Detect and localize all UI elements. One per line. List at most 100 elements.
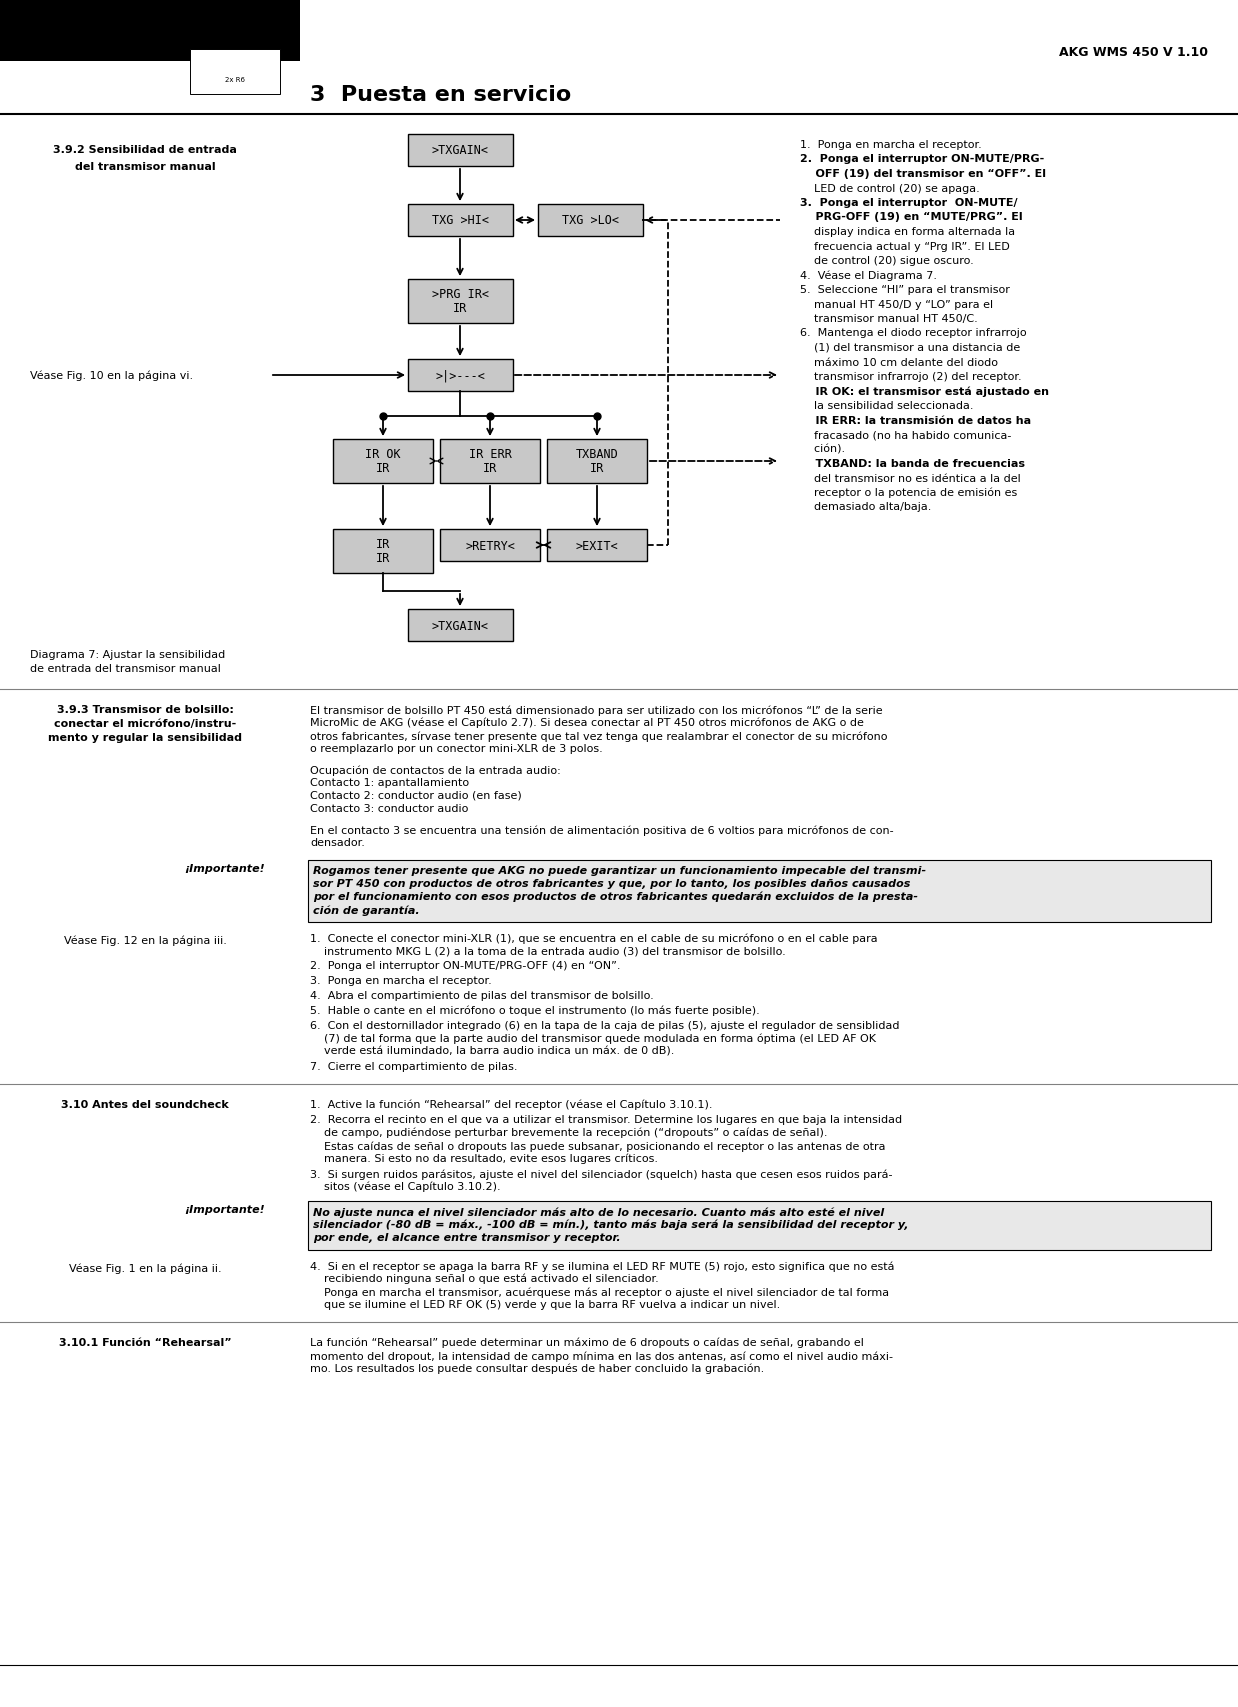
Text: IR: IR [483,463,498,475]
Text: demasiado alta/baja.: demasiado alta/baja. [800,502,931,512]
Text: del transmisor manual: del transmisor manual [74,162,215,172]
Text: 3.  Ponga en marcha el receptor.: 3. Ponga en marcha el receptor. [310,975,491,985]
Text: 3.10.1 Función “Rehearsal”: 3.10.1 Función “Rehearsal” [58,1337,232,1347]
Bar [308,860,1211,922]
Text: o reemplazarlo por un conector mini-XLR de 3 polos.: o reemplazarlo por un conector mini-XLR … [310,744,603,753]
Text: 6.  Con el destornillador integrado (6) en la tapa de la caja de pilas (5), ajus: 6. Con el destornillador integrado (6) e… [310,1021,900,1031]
Text: de control (20) sigue oscuro.: de control (20) sigue oscuro. [800,256,974,266]
Text: Contacto 2: conductor audio (en fase): Contacto 2: conductor audio (en fase) [310,790,521,801]
Bar [308,1202,1211,1250]
Bar [409,280,513,324]
Text: Véase Fig. 1 en la página ii.: Véase Fig. 1 en la página ii. [68,1261,222,1273]
Text: 6.  Mantenga el diodo receptor infrarrojo: 6. Mantenga el diodo receptor infrarrojo [800,328,1026,338]
Text: IR OK: el transmisor está ajustado en: IR OK: el transmisor está ajustado en [800,386,1049,396]
Text: ción).: ción). [800,444,846,454]
Text: OFF (19) del transmisor en “OFF”. El: OFF (19) del transmisor en “OFF”. El [800,169,1046,179]
Text: del transmisor no es idéntica a la del: del transmisor no es idéntica a la del [800,473,1021,483]
Text: 5.  Hable o cante en el micrófono o toque el instrumento (lo más fuerte posible): 5. Hable o cante en el micrófono o toque… [310,1005,760,1016]
Text: Rogamos tener presente que AKG no puede garantizar un funcionamiento impecable d: Rogamos tener presente que AKG no puede … [313,865,926,876]
Text: receptor o la potencia de emisión es: receptor o la potencia de emisión es [800,488,1018,498]
Text: 1.  Active la función “Rehearsal” del receptor (véase el Capítulo 3.10.1).: 1. Active la función “Rehearsal” del rec… [310,1099,713,1110]
Text: por el funcionamiento con esos productos de otros fabricantes quedarán excluidos: por el funcionamiento con esos productos… [313,891,919,901]
Text: IR OK: IR OK [365,449,401,461]
Text: Contacto 3: conductor audio: Contacto 3: conductor audio [310,804,468,814]
Text: que se ilumine el LED RF OK (5) verde y que la barra RF vuelva a indicar un nive: que se ilumine el LED RF OK (5) verde y … [310,1299,780,1309]
Text: MicroMic de AKG (véase el Capítulo 2.7). Si desea conectar al PT 450 otros micró: MicroMic de AKG (véase el Capítulo 2.7).… [310,717,864,729]
Bar [539,205,643,237]
Text: Contacto 1: apantallamiento: Contacto 1: apantallamiento [310,778,469,787]
Text: verde está ilumindado, la barra audio indica un máx. de 0 dB).: verde está ilumindado, la barra audio in… [310,1046,675,1057]
Text: Ponga en marcha el transmisor, acuérquese más al receptor o ajuste el nivel sile: Ponga en marcha el transmisor, acuérques… [310,1287,889,1297]
Text: transmisor manual HT 450/C.: transmisor manual HT 450/C. [800,314,978,324]
Text: 2.  Ponga el interruptor ON-MUTE/PRG-: 2. Ponga el interruptor ON-MUTE/PRG- [800,154,1044,164]
Text: No ajuste nunca el nivel silenciador más alto de lo necesario. Cuanto más alto e: No ajuste nunca el nivel silenciador más… [313,1207,884,1217]
Text: 74: 74 [30,46,47,60]
Text: >TXGAIN<: >TXGAIN< [432,145,489,157]
Text: 3.10 Antes del soundcheck: 3.10 Antes del soundcheck [61,1099,229,1110]
Text: El transmisor de bolsillo PT 450 está dimensionado para ser utilizado con los mi: El transmisor de bolsillo PT 450 está di… [310,705,883,715]
Text: display indica en forma alternada la: display indica en forma alternada la [800,227,1015,237]
Text: >RETRY<: >RETRY< [465,539,515,551]
Bar [547,440,647,483]
Text: >TXGAIN<: >TXGAIN< [432,620,489,632]
Text: Ocupación de contactos de la entrada audio:: Ocupación de contactos de la entrada aud… [310,765,561,775]
Bar [333,529,433,574]
Text: la sensibilidad seleccionada.: la sensibilidad seleccionada. [800,401,973,411]
Text: En el contacto 3 se encuentra una tensión de alimentación positiva de 6 voltios : En el contacto 3 se encuentra una tensió… [310,824,894,835]
Text: IR: IR [589,463,604,475]
Text: conectar el micrófono/instru-: conectar el micrófono/instru- [54,719,236,729]
Text: IR: IR [453,302,467,316]
Text: IR: IR [376,551,390,565]
Text: IR: IR [376,538,390,551]
Text: Estas caídas de señal o dropouts las puede subsanar, posicionando el receptor o : Estas caídas de señal o dropouts las pue… [310,1140,885,1151]
Bar [409,609,513,642]
Text: 4.  Si en el receptor se apaga la barra RF y se ilumina el LED RF MUTE (5) rojo,: 4. Si en el receptor se apaga la barra R… [310,1260,895,1270]
Text: ción de garantía.: ción de garantía. [313,905,420,915]
Text: IR ERR: la transmisión de datos ha: IR ERR: la transmisión de datos ha [800,415,1031,425]
Text: transmisor infrarrojo (2) del receptor.: transmisor infrarrojo (2) del receptor. [800,372,1021,382]
Text: otros fabricantes, sírvase tener presente que tal vez tenga que realambrar el co: otros fabricantes, sírvase tener present… [310,731,888,741]
Bar [547,529,647,562]
Text: 3.9.2 Sensibilidad de entrada: 3.9.2 Sensibilidad de entrada [53,145,236,155]
Text: recibiendo ninguna señal o que está activado el silenciador.: recibiendo ninguna señal o que está acti… [310,1273,659,1284]
Bar [439,440,540,483]
Bar [333,440,433,483]
Text: Véase Fig. 12 en la página iii.: Véase Fig. 12 en la página iii. [63,934,227,946]
Text: mento y regular la sensibilidad: mento y regular la sensibilidad [48,732,241,743]
Text: TXG >LO<: TXG >LO< [562,215,619,227]
Text: 2x R6: 2x R6 [225,77,245,84]
Text: manera. Si esto no da resultado, evite esos lugares críticos.: manera. Si esto no da resultado, evite e… [310,1154,659,1164]
Text: 3.  Ponga el interruptor  ON-MUTE/: 3. Ponga el interruptor ON-MUTE/ [800,198,1018,208]
Text: mo. Los resultados los puede consultar después de haber concluido la grabación.: mo. Los resultados los puede consultar d… [310,1364,764,1374]
Text: 2.  Ponga el interruptor ON-MUTE/PRG-OFF (4) en “ON”.: 2. Ponga el interruptor ON-MUTE/PRG-OFF … [310,961,620,971]
Text: Diagrama 7: Ajustar la sensibilidad: Diagrama 7: Ajustar la sensibilidad [30,650,225,659]
Text: ¡Importante!: ¡Importante! [184,864,265,874]
Text: 4.  Véase el Diagrama 7.: 4. Véase el Diagrama 7. [800,270,937,282]
Text: La función “Rehearsal” puede determinar un máximo de 6 dropouts o caídas de seña: La función “Rehearsal” puede determinar … [310,1337,864,1349]
Text: PRG-OFF (19) en “MUTE/PRG”. El: PRG-OFF (19) en “MUTE/PRG”. El [800,212,1023,222]
Text: fracasado (no ha habido comunica-: fracasado (no ha habido comunica- [800,430,1011,440]
Text: frecuencia actual y “Prg IR”. El LED: frecuencia actual y “Prg IR”. El LED [800,241,1010,251]
Text: 1.  Conecte el conector mini-XLR (1), que se encuentra en el cable de su micrófo: 1. Conecte el conector mini-XLR (1), que… [310,932,878,942]
Text: (1) del transmisor a una distancia de: (1) del transmisor a una distancia de [800,343,1020,353]
Text: de campo, pudiéndose perturbar brevemente la recepción (“dropouts” o caídas de s: de campo, pudiéndose perturbar brevement… [310,1127,827,1139]
Bar [189,50,280,96]
Text: TXBAND: TXBAND [576,449,618,461]
Text: por ende, el alcance entre transmisor y receptor.: por ende, el alcance entre transmisor y … [313,1232,620,1243]
Text: IR: IR [376,463,390,475]
Text: >PRG IR<: >PRG IR< [432,288,489,302]
Text: densador.: densador. [310,838,365,847]
Text: máximo 10 cm delante del diodo: máximo 10 cm delante del diodo [800,357,998,367]
Text: silenciador (-80 dB = máx., -100 dB = mín.), tanto más baja será la sensibilidad: silenciador (-80 dB = máx., -100 dB = mí… [313,1219,909,1229]
Text: momento del dropout, la intensidad de campo mínima en las dos antenas, así como : momento del dropout, la intensidad de ca… [310,1350,893,1360]
Text: TXG >HI<: TXG >HI< [432,215,489,227]
Text: >EXIT<: >EXIT< [576,539,618,551]
Text: AKG WMS 450 V 1.10: AKG WMS 450 V 1.10 [1058,46,1208,60]
Text: 4.  Abra el compartimiento de pilas del transmisor de bolsillo.: 4. Abra el compartimiento de pilas del t… [310,990,654,1000]
Text: 1.  Ponga en marcha el receptor.: 1. Ponga en marcha el receptor. [800,140,982,150]
Text: IR ERR: IR ERR [469,449,511,461]
Text: sor PT 450 con productos de otros fabricantes y que, por lo tanto, los posibles : sor PT 450 con productos de otros fabric… [313,879,910,888]
Text: 7.  Cierre el compartimiento de pilas.: 7. Cierre el compartimiento de pilas. [310,1062,517,1072]
Text: 3.9.3 Transmisor de bolsillo:: 3.9.3 Transmisor de bolsillo: [57,705,234,715]
Text: sitos (véase el Capítulo 3.10.2).: sitos (véase el Capítulo 3.10.2). [310,1181,500,1191]
